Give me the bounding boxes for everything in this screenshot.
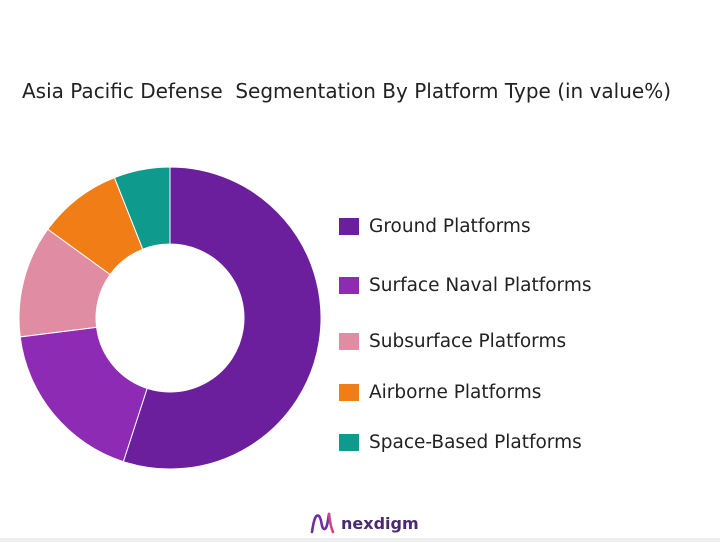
legend-item-airborne-platforms[interactable]: Airborne Platforms (339, 382, 541, 403)
brand-name: nexdigm (341, 513, 419, 533)
donut-slice-space-based-platforms[interactable] (113, 166, 171, 250)
legend-swatch (339, 434, 359, 451)
legend-label: Space-Based Platforms (369, 432, 582, 453)
donut-slices (18, 166, 322, 470)
chart-title: Asia Pacific Defense Segmentation By Pla… (22, 79, 672, 103)
legend-label: Surface Naval Platforms (369, 275, 592, 296)
donut-slice-surface-naval-platforms[interactable] (19, 326, 148, 463)
legend-item-ground-platforms[interactable]: Ground Platforms (339, 216, 531, 237)
legend-swatch (339, 333, 359, 350)
legend-item-surface-naval-platforms[interactable]: Surface Naval Platforms (339, 275, 592, 296)
legend-swatch (339, 384, 359, 401)
legend-swatch (339, 277, 359, 294)
brand-logo: nexdigm (309, 510, 419, 536)
legend-label: Subsurface Platforms (369, 331, 567, 352)
legend-label: Airborne Platforms (369, 382, 542, 403)
donut-slice-ground-platforms[interactable] (122, 166, 322, 470)
footer-strip (0, 538, 720, 542)
legend-label: Ground Platforms (369, 216, 531, 237)
legend-swatch (339, 218, 359, 235)
legend-item-space-based-platforms[interactable]: Space-Based Platforms (339, 432, 582, 453)
nexdigm-logo-icon (310, 512, 335, 534)
legend-item-subsurface-platforms[interactable]: Subsurface Platforms (339, 331, 566, 352)
